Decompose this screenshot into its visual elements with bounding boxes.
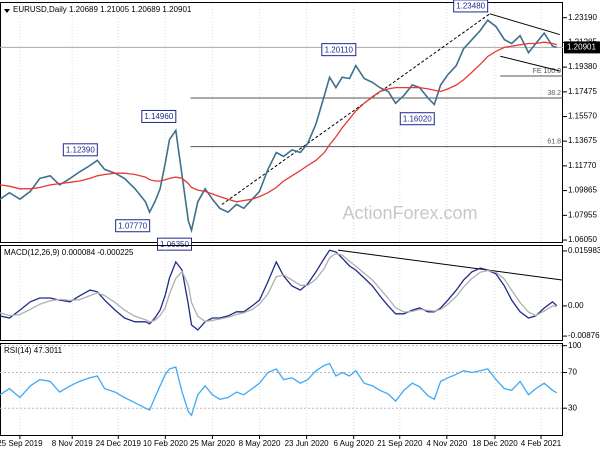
current-price-label: 1.20901 — [567, 43, 596, 52]
price-label-box — [62, 143, 98, 157]
y-tick-label: 1.11770 — [568, 161, 597, 170]
price-label-box — [115, 219, 151, 233]
panel-title: RSI(14) 47.3011 — [4, 346, 63, 355]
trendline — [489, 13, 561, 36]
x-tick-label: 23 Jun 2020 — [285, 439, 330, 448]
y-tick-label: 1.13675 — [568, 136, 597, 145]
panel-title: MACD(12,26,9) 0.000084 -0.000225 — [4, 248, 134, 257]
x-tick-label: 4 Feb 2021 — [521, 439, 562, 448]
x-tick-label: 4 Nov 2020 — [426, 439, 467, 448]
title-icon — [4, 9, 10, 13]
y-tick-label: 1.17475 — [568, 87, 597, 96]
x-tick-label: 8 Nov 2019 — [52, 439, 93, 448]
price-label: 1.12390 — [66, 145, 95, 154]
y-tick-label: -0.008762 — [568, 331, 600, 340]
price-label-box — [321, 43, 357, 57]
watermark: ActionForex.com — [342, 203, 477, 223]
panel-frame — [0, 2, 563, 243]
fib-label: FE 100.0 — [533, 68, 562, 75]
x-tick-label: 24 Dec 2019 — [96, 439, 142, 448]
y-tick-label: 1.06050 — [568, 235, 597, 244]
price-label: 1.14960 — [144, 112, 173, 121]
x-tick-label: 25 Mar 2020 — [190, 439, 235, 448]
series-line — [0, 41, 557, 203]
y-tick-label: 0.00 — [568, 301, 584, 310]
price-label: 1.20110 — [325, 45, 354, 54]
price-label: 1.07770 — [118, 221, 147, 230]
x-tick-label: 6 Aug 2020 — [333, 439, 374, 448]
current-price-box — [564, 41, 600, 54]
price-label: 1.23480 — [456, 2, 485, 11]
x-tick-label: 8 May 2020 — [239, 439, 281, 448]
y-tick-label: 1.19380 — [568, 62, 597, 71]
y-tick-label: 70 — [568, 368, 577, 377]
y-tick-label: 1.07955 — [568, 210, 597, 219]
trendline — [337, 249, 564, 281]
x-tick-label: 18 Dec 2020 — [472, 439, 518, 448]
y-tick-label: 1.09865 — [568, 186, 597, 195]
price-label-box — [453, 0, 489, 13]
y-tick-label: 1.15570 — [568, 112, 597, 121]
x-tick-label: 25 Sep 2019 — [0, 439, 43, 448]
panel-frame — [0, 343, 563, 436]
panel-frame — [0, 245, 563, 341]
series-line — [0, 252, 557, 323]
price-label: 1.06350 — [160, 240, 189, 249]
panel-title: EURUSD,Daily 1.20689 1.21005 1.20689 1.2… — [13, 5, 192, 14]
y-tick-label: 100 — [568, 341, 582, 350]
price-label-box — [157, 237, 193, 251]
y-tick-label: 1.23190 — [568, 13, 597, 22]
price-label: 1.16020 — [403, 114, 432, 123]
x-tick-label: 10 Feb 2020 — [143, 439, 188, 448]
x-tick-label: 21 Sep 2020 — [377, 439, 423, 448]
fib-label: 61.8 — [547, 138, 561, 145]
series-line — [0, 362, 558, 417]
y-tick-label: 0.015983 — [568, 246, 600, 255]
trendline — [500, 55, 560, 72]
price-label-box — [141, 109, 177, 123]
y-tick-label: 30 — [568, 403, 577, 412]
series-line — [0, 249, 558, 331]
price-label-box — [399, 112, 435, 126]
fib-label: 38.2 — [547, 90, 561, 97]
